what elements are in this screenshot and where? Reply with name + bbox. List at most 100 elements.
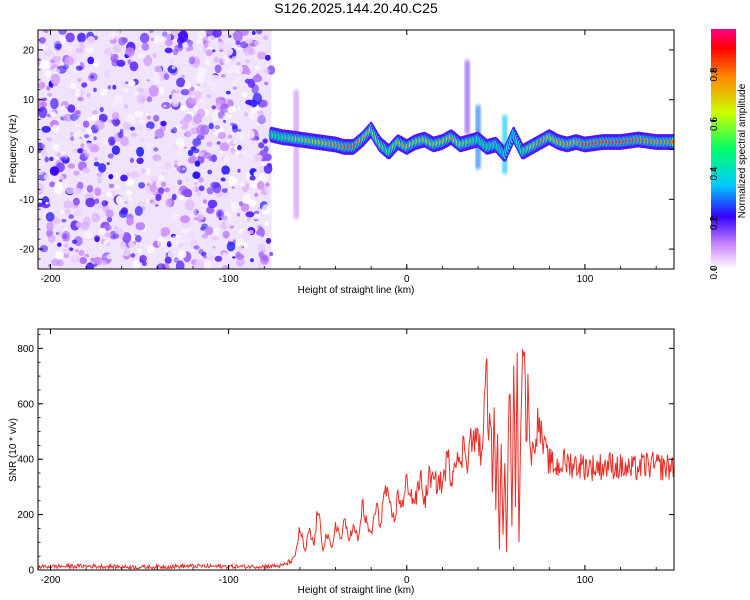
noise-blob — [253, 154, 263, 161]
snr-ylabel: SNR (10 * v/v) — [8, 418, 19, 482]
noise-blob — [50, 59, 55, 63]
noise-blob — [64, 56, 74, 66]
noise-blob — [236, 258, 245, 267]
noise-blob — [50, 98, 59, 110]
noise-blob — [238, 201, 243, 207]
noise-blob — [191, 186, 197, 192]
noise-blob — [196, 124, 206, 136]
noise-blob — [85, 47, 94, 54]
noise-blob — [260, 161, 267, 167]
noise-blob — [262, 255, 268, 262]
noise-blob — [221, 165, 230, 175]
noise-blob — [180, 89, 190, 96]
snr-ytick-label: 600 — [17, 399, 34, 410]
noise-blob — [214, 64, 222, 74]
noise-blob — [78, 41, 85, 49]
noise-blob — [213, 56, 220, 64]
noise-blob — [253, 171, 262, 178]
noise-blob — [168, 58, 174, 64]
noise-blob — [125, 189, 132, 196]
noise-blob — [257, 262, 264, 269]
noise-blob — [82, 120, 90, 128]
noise-blob — [65, 186, 75, 195]
noise-blob — [193, 90, 202, 100]
noise-blob — [235, 193, 242, 198]
noise-blob — [246, 56, 251, 60]
noise-blob — [166, 34, 172, 41]
noise-blob — [91, 212, 100, 223]
noise-blob — [70, 254, 80, 264]
noise-blob — [138, 52, 147, 59]
noise-blob — [134, 110, 144, 118]
noise-blob — [68, 214, 74, 219]
spectrogram-xtick-label: 100 — [577, 274, 594, 285]
noise-blob — [141, 167, 147, 174]
noise-blob — [120, 81, 126, 86]
noise-blob — [184, 113, 193, 123]
noise-blob — [250, 258, 254, 263]
noise-blob — [203, 41, 209, 49]
noise-blob — [130, 171, 140, 179]
noise-blob — [208, 156, 214, 162]
noise-blob — [93, 136, 97, 141]
noise-blob — [153, 114, 160, 122]
noise-blob — [210, 74, 220, 82]
noise-blob — [59, 156, 67, 162]
noise-blob — [197, 76, 203, 83]
noise-blob — [129, 61, 139, 72]
noise-blob — [222, 54, 231, 65]
noise-blob — [52, 68, 61, 75]
noise-blob — [241, 229, 251, 241]
noise-blob — [165, 39, 173, 47]
noise-blob — [233, 140, 237, 145]
noise-blob — [49, 181, 56, 188]
noise-blob — [205, 30, 214, 35]
noise-blob — [251, 30, 256, 35]
noise-blob — [183, 146, 187, 150]
noise-blob — [242, 117, 247, 121]
noise-blob — [259, 99, 269, 108]
noise-blob — [58, 106, 68, 118]
noise-blob — [112, 102, 117, 106]
noise-blob — [267, 162, 272, 168]
noise-blob — [264, 221, 270, 227]
noise-blob — [81, 128, 85, 133]
noise-blob — [125, 81, 129, 84]
noise-blob — [135, 235, 142, 243]
colorbar-tick-label: 0.4 — [709, 166, 720, 180]
noise-blob — [70, 136, 75, 142]
noise-blob — [49, 166, 60, 176]
noise-blob — [114, 119, 121, 125]
noise-blob — [106, 254, 114, 260]
noise-blob — [46, 85, 51, 91]
noise-blob — [202, 48, 207, 52]
noise-blob — [94, 187, 102, 196]
noise-blob — [185, 177, 190, 181]
noise-blob — [40, 59, 50, 70]
noise-blob — [138, 125, 143, 132]
noise-blob — [48, 30, 56, 35]
noise-blob — [193, 208, 199, 216]
noise-blob — [69, 82, 77, 90]
colorbar-tick-label: 0.2 — [709, 216, 720, 230]
noise-blob — [83, 230, 93, 239]
noise-blob — [245, 99, 253, 105]
noise-blob — [260, 169, 264, 174]
spectrogram-ylabel: Frequency (Hz) — [8, 115, 19, 184]
noise-blob — [64, 208, 72, 215]
noise-blob — [129, 151, 139, 160]
noise-blob — [130, 253, 136, 258]
spectrogram-ytick-label: -10 — [20, 195, 35, 206]
noise-blob — [201, 251, 207, 257]
noise-blob — [171, 65, 176, 70]
noise-blob — [222, 230, 230, 239]
spectrogram-content — [38, 30, 674, 269]
noise-blob — [153, 147, 159, 152]
noise-blob — [94, 119, 105, 130]
noise-blob — [196, 108, 206, 118]
noise-blob — [111, 112, 120, 121]
noise-blob — [216, 141, 221, 145]
noise-blob — [180, 215, 190, 224]
noise-blob — [198, 185, 205, 192]
noise-blob — [146, 96, 153, 103]
